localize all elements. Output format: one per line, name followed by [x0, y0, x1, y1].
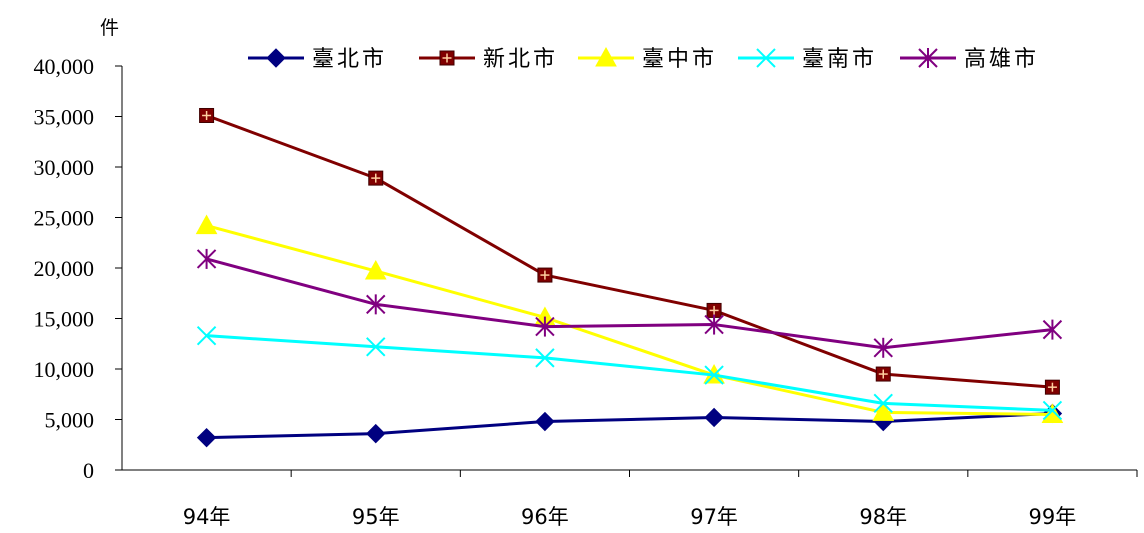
axes — [115, 65, 1138, 477]
series-line — [206, 257, 1053, 350]
legend-item: 臺北市 — [248, 47, 387, 72]
legend-item: 臺南市 — [738, 47, 877, 72]
data-point — [875, 366, 891, 382]
data-point — [366, 423, 386, 444]
data-point — [1042, 319, 1063, 340]
x-tick-labels: 94年 95年 96年 97年 98年 99年 — [183, 505, 1077, 529]
data-point — [196, 248, 217, 269]
series-3 — [195, 214, 1064, 423]
series-1 — [196, 403, 1063, 448]
legend-label: 新北市 — [483, 47, 558, 72]
x-tick-label: 97年 — [690, 505, 738, 529]
legend-label: 高雄市 — [964, 47, 1039, 72]
series-5 — [196, 248, 1063, 358]
legend-marker — [918, 48, 938, 68]
data-point — [196, 325, 217, 346]
y-tick-label: 35,000 — [34, 105, 95, 130]
data-point — [873, 337, 893, 358]
y-tick-label: 5,000 — [45, 408, 95, 433]
plot-area — [195, 107, 1064, 448]
y-tick-label: 0 — [83, 458, 94, 483]
data-point — [368, 170, 384, 186]
legend-item: 臺中市 — [578, 46, 717, 72]
data-point — [535, 411, 555, 432]
data-point — [704, 407, 724, 428]
data-point — [366, 294, 386, 315]
y-unit-label: 件 — [100, 17, 119, 39]
x-tick-label: 99年 — [1029, 505, 1077, 529]
x-tick-label: 95年 — [352, 505, 400, 529]
y-tick-labels: 0 5,000 10,000 15,000 20,000 25,000 30,000 35,0… — [34, 54, 95, 483]
legend-label: 臺南市 — [802, 47, 877, 72]
data-point — [872, 401, 895, 421]
series-line — [206, 224, 1053, 416]
y-tick-label: 20,000 — [34, 256, 95, 281]
legend-item: 新北市 — [419, 47, 558, 72]
series-2 — [199, 107, 1060, 395]
y-tick-label: 10,000 — [34, 357, 95, 382]
series-line — [206, 114, 1053, 389]
y-tick-label: 25,000 — [34, 206, 95, 231]
legend-label: 臺中市 — [642, 47, 717, 72]
data-point — [1044, 379, 1060, 395]
legend-marker — [595, 46, 617, 67]
data-point — [873, 393, 893, 414]
legend-label: 臺北市 — [312, 47, 387, 72]
x-tick-label: 96年 — [521, 505, 569, 529]
data-point — [535, 348, 555, 368]
data-point — [199, 107, 215, 123]
legend-marker — [266, 48, 286, 68]
data-point — [366, 337, 386, 357]
y-tick-label: 40,000 — [34, 54, 95, 79]
legend-item: 高雄市 — [900, 47, 1039, 72]
data-point — [704, 365, 724, 385]
data-point — [537, 267, 553, 283]
data-point — [195, 214, 218, 235]
data-point — [196, 427, 217, 448]
x-tick-label: 94年 — [183, 505, 231, 529]
series-line — [206, 334, 1053, 412]
data-point — [364, 260, 387, 280]
legend-marker — [439, 50, 455, 66]
data-point — [1042, 400, 1063, 421]
series-4 — [196, 325, 1063, 421]
legend: 臺北市 新北市 臺中市 臺南市 高雄市 — [248, 46, 1039, 72]
legend-marker — [756, 48, 776, 68]
y-tick-label: 30,000 — [34, 155, 95, 180]
series-line — [206, 411, 1053, 440]
data-point — [535, 316, 555, 337]
data-point — [704, 314, 724, 335]
x-tick-label: 98年 — [859, 505, 907, 529]
data-point — [1041, 403, 1064, 423]
y-tick-label: 15,000 — [34, 307, 95, 332]
